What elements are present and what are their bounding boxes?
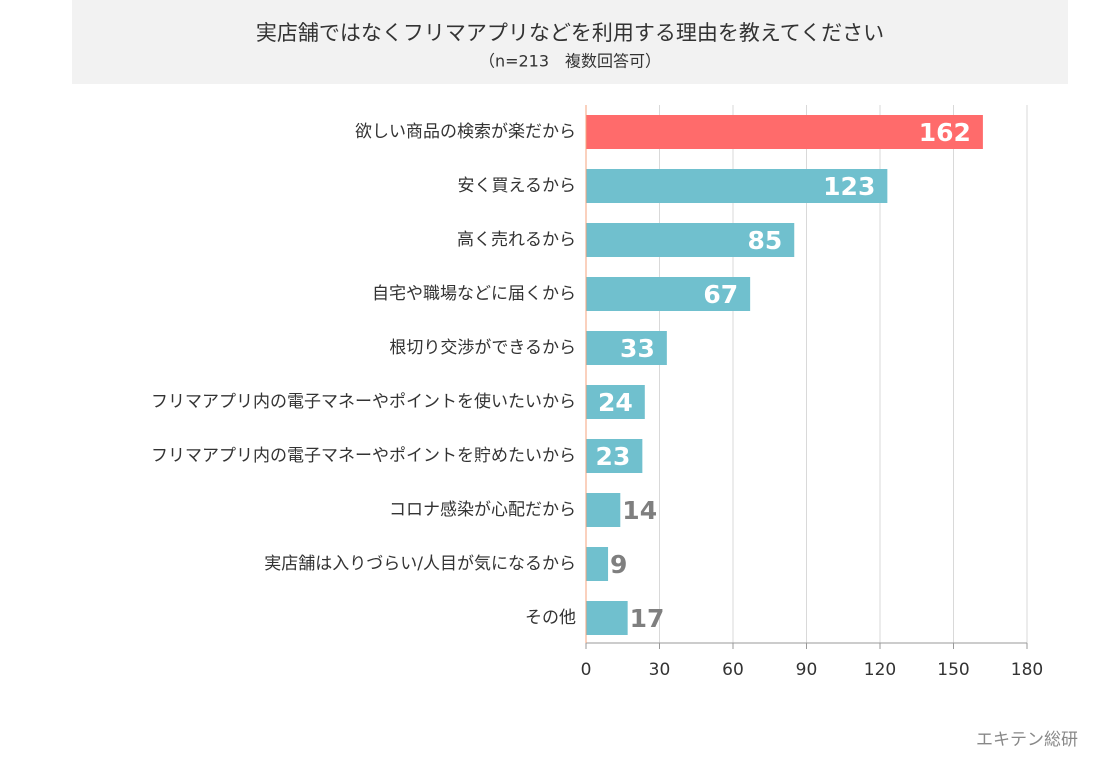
bar [586, 385, 645, 419]
value-label: 67 [703, 280, 738, 309]
y-tick-label: 欲しい商品の検索が楽だから [355, 122, 576, 142]
chart-title: 実店舗ではなくフリマアプリなどを利用する理由を教えてください [256, 21, 884, 45]
bar [586, 547, 609, 581]
y-tick-label: フリマアプリ内の電子マネーやポイントを使いたいから [151, 391, 576, 412]
value-label: 85 [747, 226, 782, 255]
y-tick-label: 安く買えるから [458, 176, 577, 196]
title-band [72, 0, 1068, 84]
value-label: 9 [610, 550, 627, 579]
value-label: 14 [622, 496, 657, 525]
value-label: 33 [620, 334, 655, 363]
bar [586, 223, 795, 257]
y-tick-label: フリマアプリ内の電子マネーやポイントを貯めたいから [151, 446, 576, 466]
bar [586, 439, 643, 473]
x-tick-label: 90 [796, 660, 818, 680]
x-tick-label: 120 [864, 660, 896, 680]
y-tick-label: 高く売れるから [457, 230, 576, 250]
bar [586, 601, 628, 635]
value-label: 23 [596, 442, 631, 471]
bar [586, 277, 751, 311]
y-tick-label: 実店舗は入りづらい/人目が気になるから [264, 554, 576, 574]
x-tick-label: 150 [937, 660, 969, 680]
chart-subtitle: （n=213 複数回答可） [479, 52, 661, 71]
value-label: 24 [598, 388, 633, 417]
y-tick-label: その他 [525, 608, 576, 628]
x-tick-label: 180 [1011, 660, 1043, 680]
y-tick-label: 自宅や職場などに届くから [372, 284, 576, 304]
source: エキテン総研 [976, 730, 1078, 750]
x-tick-label: 0 [581, 660, 592, 680]
y-tick-label: コロナ感染が心配だから [389, 500, 576, 520]
y-tick-label: 根切り交渉ができるから [389, 338, 576, 358]
value-label: 123 [823, 172, 875, 201]
value-label: 17 [630, 604, 665, 633]
bar [586, 169, 888, 203]
value-label: 162 [919, 118, 971, 147]
bar [586, 331, 667, 365]
bar [586, 115, 983, 149]
x-tick-label: 60 [722, 660, 744, 680]
x-tick-label: 30 [649, 660, 671, 680]
bar [586, 493, 621, 527]
